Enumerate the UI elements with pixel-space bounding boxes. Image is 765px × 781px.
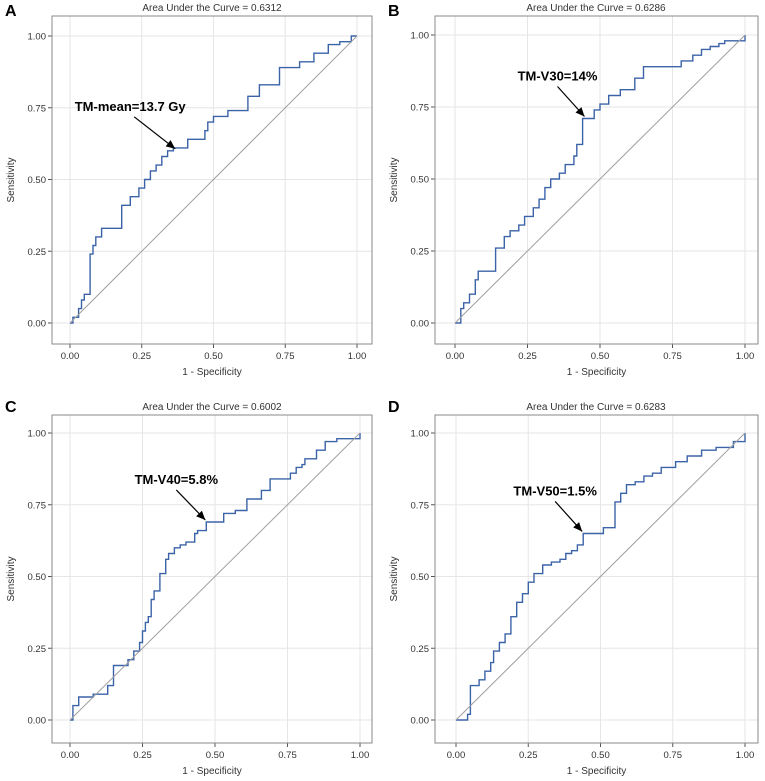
y-tick-label: 1.00: [411, 429, 430, 440]
panel-label: A: [5, 3, 17, 20]
x-tick-label: 1.00: [736, 750, 755, 761]
y-tick-label: 0.00: [411, 319, 430, 330]
x-axis-label: 1 - Specificity: [182, 367, 241, 378]
x-tick-label: 0.25: [133, 351, 152, 362]
y-axis-label: Sensitivity: [6, 556, 17, 601]
x-tick-label: 0.00: [61, 351, 80, 362]
plot-frame: [51, 414, 373, 744]
x-tick-label: 1.00: [348, 351, 367, 362]
y-tick-label: 0.50: [28, 572, 47, 583]
y-tick-label: 0.25: [28, 644, 47, 655]
roc-curve: [70, 35, 357, 324]
x-tick-label: 0.50: [591, 351, 610, 362]
reference-diagonal: [455, 432, 746, 721]
x-tick-label: 0.25: [518, 351, 537, 362]
y-tick-label: 0.00: [411, 716, 430, 727]
panel-d: D Area Under the Curve = 0.6283 0.00 0.00 0.…: [388, 399, 759, 777]
annotation-label: TM-V50=1.5%: [513, 483, 597, 498]
chart-title: Area Under the Curve = 0.6283: [526, 402, 666, 413]
x-tick-label: 0.75: [664, 750, 683, 761]
annotation-label: TM-V30=14%: [518, 69, 598, 84]
x-tick-label: 0.75: [276, 351, 295, 362]
x-tick-label: 0.50: [206, 750, 225, 761]
x-axis-label: 1 - Specificity: [567, 766, 626, 777]
x-tick-label: 0.75: [278, 750, 297, 761]
y-axis-label: Sensitivity: [389, 556, 400, 601]
x-tick-label: 0.25: [519, 750, 538, 761]
annotation-arrowhead: [196, 510, 206, 520]
roc-curve: [456, 433, 746, 721]
y-tick-label: 0.75: [411, 500, 430, 511]
x-axis-label: 1 - Specificity: [182, 766, 241, 777]
y-tick-label: 1.00: [28, 32, 47, 43]
y-tick-label: 0.50: [411, 572, 430, 583]
panel-label: D: [388, 399, 400, 416]
y-tick-label: 1.00: [411, 31, 430, 42]
x-tick-label: 0.75: [663, 351, 682, 362]
plot-frame: [51, 15, 373, 345]
y-tick-label: 0.75: [28, 103, 47, 114]
y-tick-label: 0.75: [28, 500, 47, 511]
roc-curve: [70, 433, 361, 721]
chart-title: Area Under the Curve = 0.6002: [142, 402, 282, 413]
annotation-label: TM-V40=5.8%: [135, 472, 219, 487]
plot-frame: [434, 15, 759, 345]
plot-frame: [434, 414, 759, 744]
reference-diagonal: [454, 34, 746, 324]
panel-a: A Area Under the Curve = 0.6312 0.00 0.00 0.…: [5, 3, 373, 378]
x-tick-label: 0.50: [591, 750, 610, 761]
x-tick-label: 0.00: [446, 351, 465, 362]
annotation-arrowhead: [165, 140, 176, 149]
x-tick-label: 0.00: [61, 750, 80, 761]
y-tick-label: 0.50: [411, 175, 430, 186]
y-tick-label: 1.00: [28, 429, 47, 440]
y-tick-label: 0.25: [411, 247, 430, 258]
panel-label: C: [5, 399, 17, 416]
y-tick-label: 0.00: [28, 716, 47, 727]
y-tick-label: 0.00: [28, 319, 47, 330]
reference-diagonal: [69, 432, 361, 721]
reference-diagonal: [69, 35, 358, 324]
y-tick-label: 0.50: [28, 175, 47, 186]
x-tick-label: 0.50: [204, 351, 223, 362]
y-tick-label: 0.25: [411, 644, 430, 655]
annotation-label: TM-mean=13.7 Gy: [75, 99, 187, 114]
chart-title: Area Under the Curve = 0.6312: [142, 3, 282, 14]
panel-b: B Area Under the Curve = 0.6286 0.00 0.00 0.…: [388, 3, 759, 378]
y-axis-label: Sensitivity: [6, 157, 17, 202]
y-axis-label: Sensitivity: [389, 157, 400, 202]
x-tick-label: 0.00: [447, 750, 466, 761]
annotation-arrowhead: [575, 107, 585, 117]
x-tick-label: 1.00: [736, 351, 755, 362]
roc-curve: [455, 35, 746, 324]
x-axis-label: 1 - Specificity: [567, 367, 626, 378]
y-tick-label: 0.25: [28, 247, 47, 258]
chart-title: Area Under the Curve = 0.6286: [526, 3, 666, 14]
y-tick-label: 0.75: [411, 103, 430, 114]
x-tick-label: 1.00: [351, 750, 370, 761]
panel-c: C Area Under the Curve = 0.6002 0.00 0.00 0.…: [5, 399, 373, 777]
x-tick-label: 0.25: [133, 750, 152, 761]
annotation-arrowhead: [573, 522, 583, 532]
panel-label: B: [388, 3, 400, 20]
